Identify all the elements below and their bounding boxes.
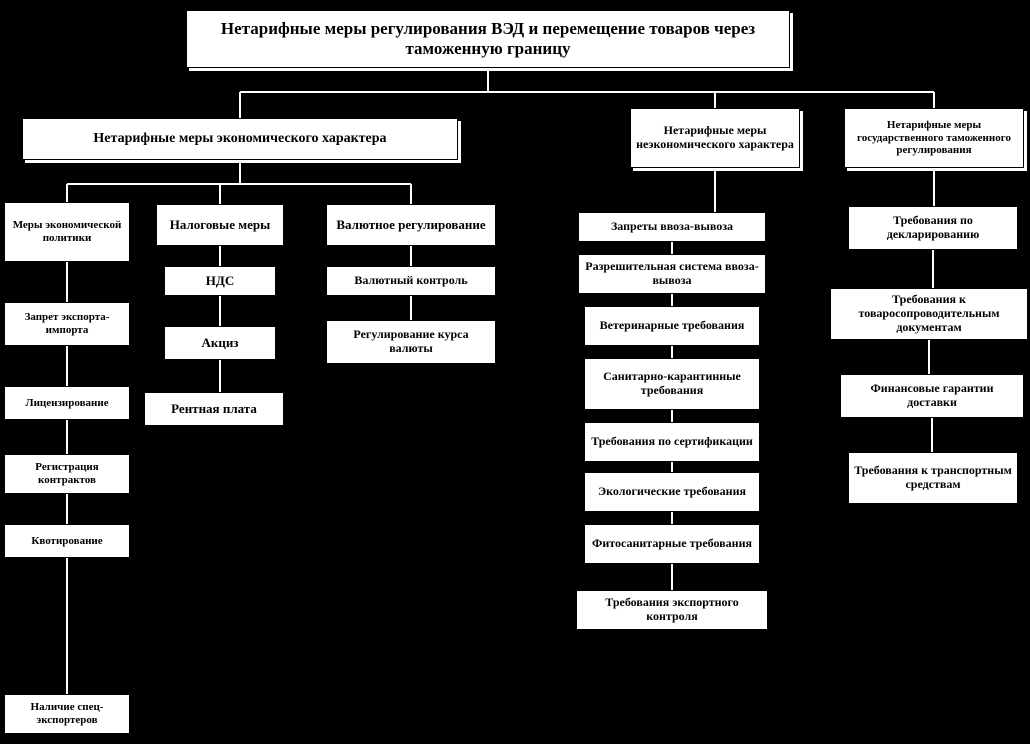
node-g2_export: Требования экспортного контроля: [576, 590, 768, 630]
node-licensing: Лицензирование: [4, 386, 130, 420]
node-g2_ban: Запреты ввоза-вывоза: [578, 212, 766, 242]
connector: [671, 564, 673, 590]
node-ban_export: Запрет экспорта-импорта: [4, 302, 130, 346]
node-g3_docs: Требования к товаросопроводительным доку…: [830, 288, 1028, 340]
node-g3_fin: Финансовые гарантии доставки: [840, 374, 1024, 418]
node-cur_rate: Регулирование курса валюты: [326, 320, 496, 364]
connector: [410, 184, 412, 204]
connector: [932, 250, 934, 288]
connector: [67, 183, 411, 185]
node-g2_cert: Требования по сертификации: [584, 422, 760, 462]
node-contracts: Регистрация контрактов: [4, 454, 130, 494]
connector: [671, 512, 673, 524]
connector: [671, 294, 673, 306]
connector: [410, 246, 412, 266]
node-g3_decl: Требования по декларированию: [848, 206, 1018, 250]
node-g2_vet: Ветеринарные требования: [584, 306, 760, 346]
node-cat_econ: Нетарифные меры экономического характера: [22, 118, 458, 160]
connector: [66, 262, 68, 302]
node-quota: Квотирование: [4, 524, 130, 558]
connector: [714, 92, 716, 108]
node-rent: Рентная плата: [144, 392, 284, 426]
node-g2_permit: Разрешительная система ввоза-вывоза: [578, 254, 766, 294]
node-cur_control: Валютный контроль: [326, 266, 496, 296]
connector: [240, 91, 934, 93]
connector: [487, 68, 489, 92]
connector: [66, 184, 68, 202]
node-root: Нетарифные меры регулирования ВЭД и пере…: [186, 10, 790, 68]
node-cat_gov: Нетарифные меры государственного таможен…: [844, 108, 1024, 168]
node-g2_phyto: Фитосанитарные требования: [584, 524, 760, 564]
connector: [219, 246, 221, 266]
node-excise: Акциз: [164, 326, 276, 360]
node-g3_trans: Требования к транспортным средствам: [848, 452, 1018, 504]
connector: [66, 558, 68, 694]
node-nds: НДС: [164, 266, 276, 296]
connector: [671, 346, 673, 358]
connector: [931, 418, 933, 452]
org-chart-diagram: Нетарифные меры регулирования ВЭД и пере…: [0, 0, 1030, 744]
connector: [410, 296, 412, 320]
node-cat_nonecon: Нетарифные меры неэкономического характе…: [630, 108, 800, 168]
connector: [219, 296, 221, 326]
connector: [714, 168, 716, 212]
connector: [933, 92, 935, 108]
connector: [671, 462, 673, 472]
node-econ_policy: Меры экономической политики: [4, 202, 130, 262]
connector: [933, 168, 935, 206]
connector: [66, 420, 68, 454]
connector: [66, 346, 68, 386]
connector: [928, 340, 930, 374]
connector: [239, 92, 241, 118]
connector: [671, 410, 673, 422]
node-currency_reg: Валютное регулирование: [326, 204, 496, 246]
connector: [671, 242, 673, 254]
connector: [239, 160, 241, 184]
connector: [219, 360, 221, 392]
node-spec_exp: Наличие спец-экспортеров: [4, 694, 130, 734]
node-tax_measures: Налоговые меры: [156, 204, 284, 246]
node-g2_san: Санитарно-карантинные требования: [584, 358, 760, 410]
connector: [66, 494, 68, 524]
node-g2_eco: Экологические требования: [584, 472, 760, 512]
connector: [219, 184, 221, 204]
